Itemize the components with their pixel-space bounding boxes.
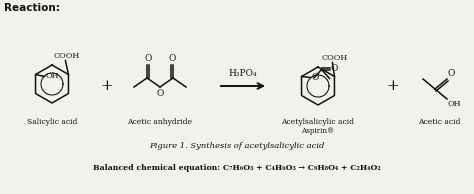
Text: Figure 1. Synthesis of acetylsalicylic acid: Figure 1. Synthesis of acetylsalicylic a… [149,142,325,150]
Text: Acetylsalicylic acid: Acetylsalicylic acid [282,118,355,126]
Text: O: O [311,73,319,82]
Text: OH: OH [46,73,59,81]
Text: Balanced chemical equation: C₇H₆O₃ + C₄H₆O₃ → C₉H₈O₄ + C₂H₄O₂: Balanced chemical equation: C₇H₆O₃ + C₄H… [93,164,381,172]
Text: OH: OH [448,100,462,108]
Text: COOH: COOH [54,51,80,60]
Text: Reaction:: Reaction: [4,3,60,13]
Text: Salicylic acid: Salicylic acid [27,118,77,126]
Text: +: + [387,79,400,93]
Text: O: O [448,69,456,78]
Text: Acetic anhydride: Acetic anhydride [128,118,192,126]
Text: +: + [100,79,113,93]
Text: Acetic acid: Acetic acid [418,118,460,126]
Text: O: O [156,89,164,98]
Text: H₃PO₄: H₃PO₄ [228,69,257,78]
Text: Aspirin®: Aspirin® [301,127,335,135]
Text: O: O [168,54,176,63]
Text: COOH: COOH [321,54,347,61]
Text: O: O [330,64,338,73]
Text: O: O [144,54,152,63]
